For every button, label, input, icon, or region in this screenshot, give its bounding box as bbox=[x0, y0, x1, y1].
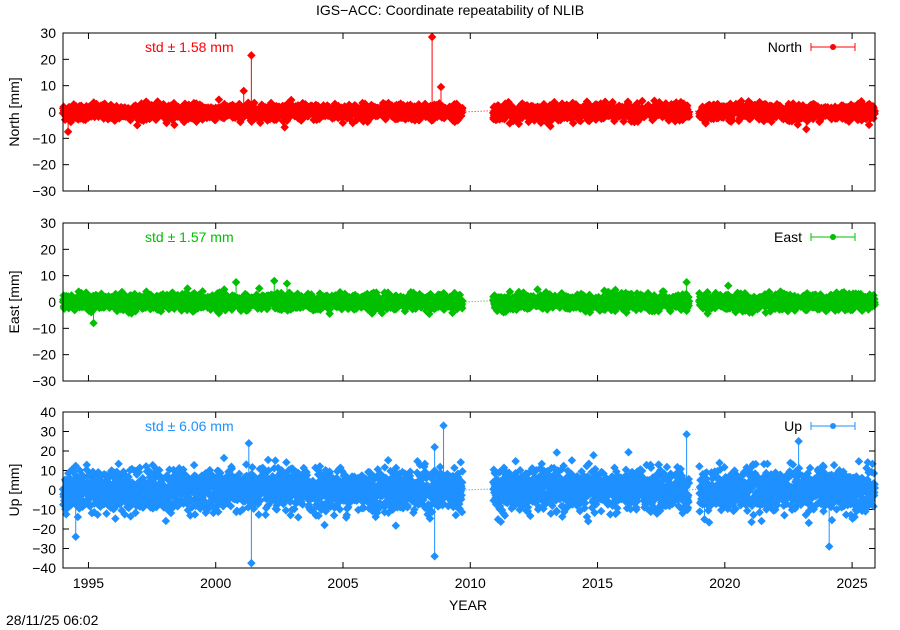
legend-marker bbox=[830, 44, 836, 50]
y-tick-label: 20 bbox=[40, 51, 56, 67]
legend: North bbox=[768, 39, 856, 55]
y-tick-label: 20 bbox=[40, 241, 56, 257]
outlier-point bbox=[427, 32, 437, 42]
y-tick-label: 0 bbox=[48, 104, 56, 120]
y-tick-label: 0 bbox=[48, 294, 56, 310]
y-axis-label: North [mm] bbox=[6, 77, 22, 146]
std-label: std ± 1.58 mm bbox=[145, 39, 234, 55]
y-tick-label: −30 bbox=[32, 183, 56, 199]
outlier-point bbox=[436, 82, 446, 92]
data-point bbox=[170, 120, 179, 130]
series-north bbox=[58, 32, 880, 136]
y-tick-label: 10 bbox=[40, 268, 56, 284]
y-tick-label: 30 bbox=[40, 25, 56, 41]
y-tick-label: −30 bbox=[32, 373, 56, 389]
gap-connector bbox=[462, 300, 494, 303]
y-axis-label: East [mm] bbox=[6, 270, 22, 333]
series-east bbox=[58, 276, 880, 328]
y-tick-label: 30 bbox=[40, 215, 56, 231]
y-tick-label: −10 bbox=[32, 320, 56, 336]
y-tick-label: −20 bbox=[32, 347, 56, 363]
chart-title: IGS−ACC: Coordinate repeatability of NLI… bbox=[316, 2, 584, 18]
plot-panels: 30 20 10 0 −10 −20 −30 North [mm] std ± 1.58 mm N… bbox=[6, 25, 880, 591]
panel-north: 30 20 10 0 −10 −20 −30 North [mm] std ± 1.58 mm N… bbox=[6, 25, 880, 199]
y-tick-label: 10 bbox=[40, 78, 56, 94]
outlier-point bbox=[63, 127, 73, 136]
gap-connector bbox=[462, 110, 494, 113]
y-tick-label: −20 bbox=[32, 157, 56, 173]
legend-label: North bbox=[768, 39, 802, 55]
y-tick-label: −10 bbox=[32, 130, 56, 146]
outlier-point bbox=[247, 51, 256, 60]
outlier-point bbox=[802, 124, 811, 134]
outlier-point bbox=[239, 86, 248, 96]
